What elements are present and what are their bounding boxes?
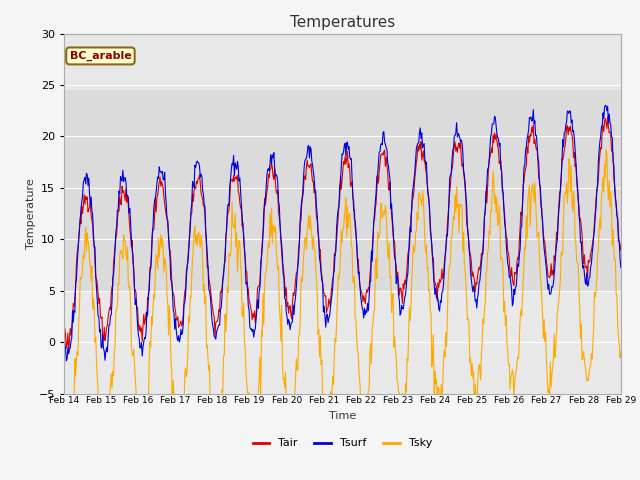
Line: Tsurf: Tsurf (64, 106, 621, 361)
Tair (214, 315, 222, 321)
Text: BC_arable: BC_arable (70, 51, 131, 61)
Bar (64, 90, 621, 291)
Tair (617, 248, 625, 253)
Tair (185, 244, 193, 250)
Tsky (184, 347, 192, 353)
Legend: Tair, Tsurf, Tsky: Tair, Tsurf, Tsky (248, 434, 436, 453)
Tsky (60, 453, 68, 458)
Tsky (214, 476, 221, 480)
Tsky (617, 348, 625, 354)
Tair (411, 176, 419, 181)
Tsurf (214, 324, 222, 330)
Tair (71, 294, 79, 300)
Tsurf (63, 358, 70, 364)
Title: Temperatures: Temperatures (290, 15, 395, 30)
Tsurf (617, 264, 625, 270)
Tsky (428, 311, 435, 317)
Tsurf (60, 334, 68, 339)
Tair (60, 331, 68, 337)
Tsurf (185, 247, 193, 253)
Tsurf (602, 103, 609, 108)
Tair (128, 238, 136, 243)
Tsurf (71, 310, 79, 315)
Y-axis label: Temperature: Temperature (26, 178, 36, 249)
Tsky (127, 343, 135, 349)
Tsurf (411, 169, 419, 175)
Tsurf (428, 234, 435, 240)
Tsky (411, 248, 419, 254)
Tair (65, 350, 72, 356)
Line: Tsky: Tsky (64, 150, 621, 479)
X-axis label: Time: Time (329, 411, 356, 421)
Tsky (70, 400, 78, 406)
Tair (604, 114, 611, 120)
Tsky (602, 147, 610, 153)
Line: Tair: Tair (64, 117, 621, 353)
Tsurf (128, 247, 136, 253)
Tair (428, 234, 435, 240)
Tsky (214, 440, 222, 445)
